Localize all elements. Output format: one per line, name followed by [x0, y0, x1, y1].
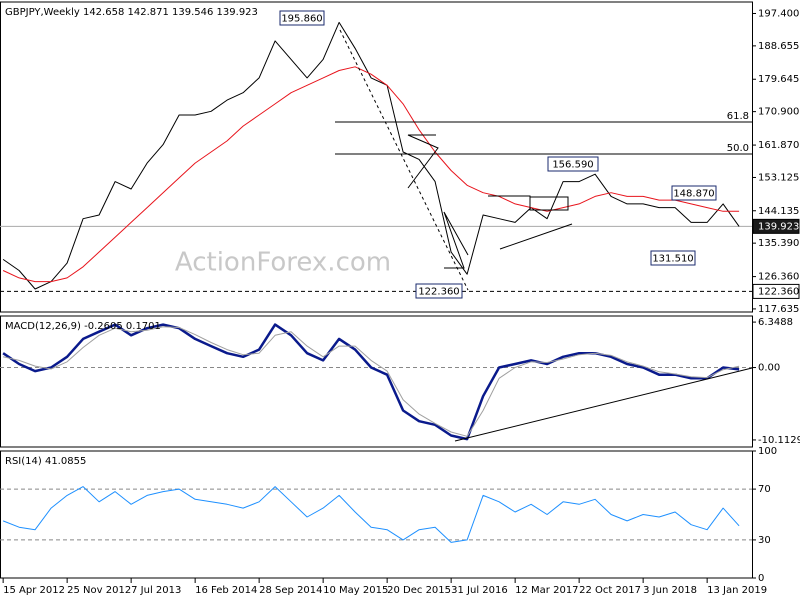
- annotation-box: [279, 10, 325, 26]
- triangle-lines: [488, 195, 569, 211]
- annotation: 122.360: [418, 287, 459, 298]
- panel: 197.400 188.655 179.645 170.900 161.870 153.1…: [0, 1, 800, 315]
- panel: 6.3488 0.00 -10.1129 MACD(12,26,9) -0.2605 …: [0, 315, 800, 448]
- x-tick-label: 25 Nov 2012: [67, 585, 131, 596]
- y-tick-label: 30: [758, 535, 771, 546]
- price-box: [752, 283, 800, 299]
- y-tick-label: 179.645: [758, 74, 799, 85]
- x-tick-label: 12 Mar 2017: [515, 585, 578, 596]
- y-tick-label: 0.00: [758, 363, 780, 374]
- panel-title: RSI(14) 41.0855: [5, 456, 86, 467]
- annotation: 131.510: [652, 254, 693, 265]
- x-tick-label: 31 Jul 2016: [451, 585, 508, 596]
- annotation-box: [671, 185, 717, 201]
- x-tick-label: 10 May 2015: [323, 585, 388, 596]
- x-tick-label: 20 Dec 2015: [387, 585, 451, 596]
- y-tick-label: 100: [758, 446, 777, 457]
- annotation-box: [650, 250, 696, 266]
- series-line: [2, 21, 740, 290]
- trend-line: [499, 223, 573, 250]
- series-line: [2, 326, 740, 437]
- annotation-box: [547, 156, 599, 172]
- panel-frame: [0, 450, 753, 579]
- y-tick-label: 135.390: [758, 238, 799, 249]
- y-tick-label: 161.870: [758, 140, 799, 151]
- x-tick-label: 28 Sep 2014: [259, 585, 322, 596]
- y-tick-label: 0: [758, 573, 764, 584]
- annotation: 148.870: [673, 189, 714, 200]
- y-tick-label: 153.125: [758, 172, 799, 183]
- y-tick-label: 188.655: [758, 41, 799, 52]
- x-tick-label: 22 Oct 2017: [579, 585, 641, 596]
- series-line: [2, 323, 740, 441]
- series-line: [2, 486, 740, 543]
- annotations: 195.860 156.590 148.870 131.510 122.360 …: [279, 10, 749, 299]
- y-tick-label: 6.3488: [758, 317, 793, 328]
- trend-line: [339, 29, 469, 291]
- x-tick-label: 3 Jun 2018: [643, 585, 697, 596]
- price-box: [752, 218, 800, 234]
- annotation-box: [415, 283, 463, 299]
- y-tick-label: 126.360: [758, 272, 799, 283]
- price-box-label: 122.360: [758, 286, 799, 297]
- panel-frame: [0, 315, 753, 448]
- x-tick-label: 15 Apr 2012: [3, 585, 65, 596]
- y-tick-label: 117.635: [758, 304, 799, 315]
- fib-label: 61.8: [727, 111, 749, 122]
- drawings: [335, 29, 753, 442]
- y-tick-label: 197.400: [758, 8, 799, 19]
- x-tick-label: 16 Feb 2014: [195, 585, 257, 596]
- x-tick-label: 13 Jan 2019: [707, 585, 767, 596]
- macd-trend-line: [454, 367, 753, 442]
- annotation: 156.590: [552, 160, 593, 171]
- panels: 197.400 188.655 179.645 170.900 161.870 153.1…: [0, 1, 800, 584]
- y-tick-label: -10.1129: [758, 435, 800, 446]
- flag-lines: [443, 211, 469, 269]
- watermark: ActionForex.com: [175, 248, 391, 278]
- y-tick-label: 170.900: [758, 107, 799, 118]
- panel-frame: [0, 1, 753, 313]
- panel: 100 70 30 0 RSI(14) 41.0855: [0, 446, 777, 584]
- series-line: [2, 66, 740, 283]
- x-tick-label: 7 Jul 2013: [131, 585, 181, 596]
- flag-lines: [407, 134, 439, 189]
- y-tick-label: 144.135: [758, 206, 799, 217]
- annotation: 195.860: [281, 14, 322, 25]
- panel-title: GBPJPY,Weekly 142.658 142.871 139.546 13…: [5, 7, 258, 18]
- fib-label: 50.0: [727, 143, 749, 154]
- panel-title: MACD(12,26,9) -0.2605 0.1701: [5, 321, 161, 332]
- y-tick-label: 70: [758, 484, 771, 495]
- x-axis: 15 Apr 2012 25 Nov 2012 7 Jul 2013 16 Feb 2…: [2, 578, 767, 596]
- price-box-label: 139.923: [758, 221, 799, 232]
